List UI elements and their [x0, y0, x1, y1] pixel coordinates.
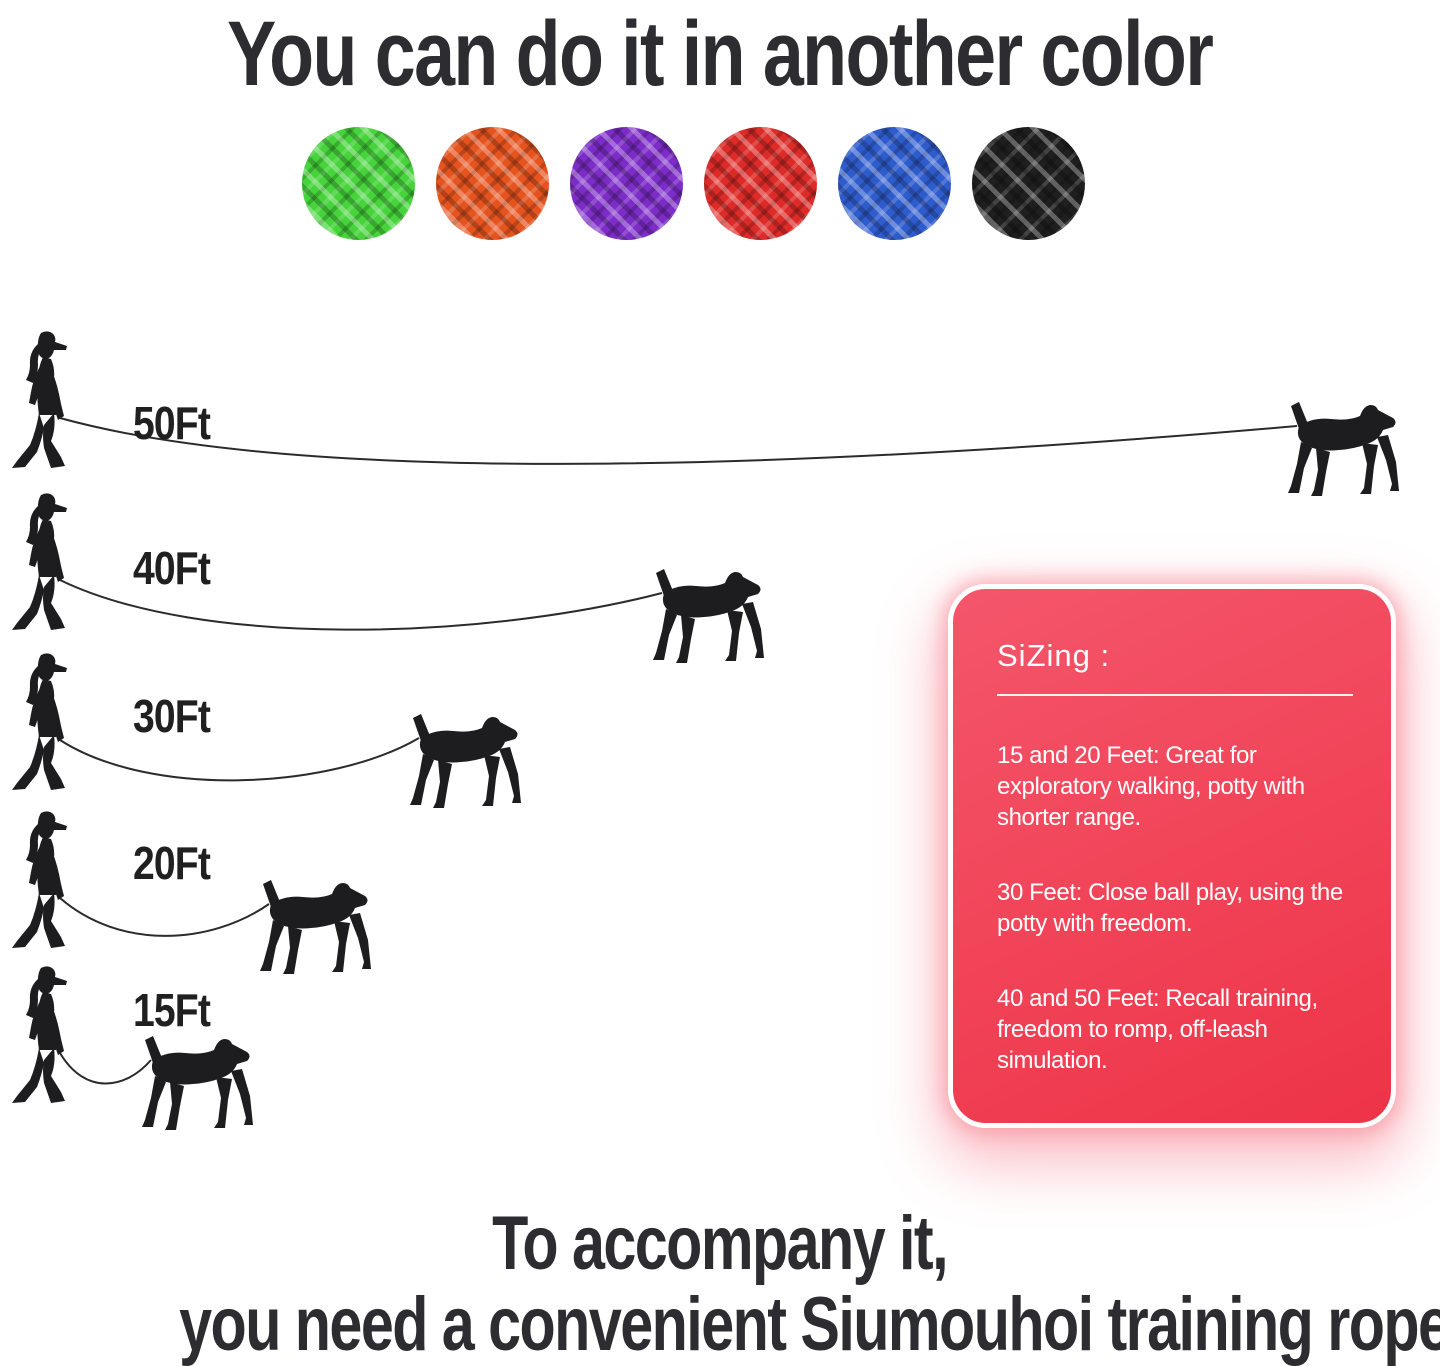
- dog-icon: [1288, 402, 1399, 496]
- sizing-card-heading: SiZing :: [997, 638, 1111, 673]
- person-icon: [12, 331, 67, 468]
- length-label-text: 30Ft: [133, 690, 211, 742]
- sizing-paragraph-15-20ft: 15 and 20 Feet: Great for exploratory wa…: [997, 742, 1305, 832]
- color-swatch-red: [703, 127, 817, 240]
- length-label-text: 15Ft: [133, 984, 211, 1036]
- page-title-text: You can do it in another color: [227, 3, 1214, 105]
- dog-icon: [142, 1036, 253, 1130]
- leash-line-30ft: [59, 737, 420, 782]
- color-swatch-blue: [837, 127, 951, 240]
- person-icon: [12, 493, 67, 630]
- length-label-50ft: 50Ft: [133, 400, 224, 446]
- footer-line-1-text: To accompany it,: [492, 1201, 949, 1286]
- sizing-card-divider: [997, 694, 1353, 697]
- color-swatch-green: [301, 127, 415, 240]
- length-label-text: 50Ft: [133, 397, 211, 449]
- length-label-15ft: 15Ft: [133, 987, 224, 1033]
- sizing-card: SiZing : 15 and 20 Feet: Great for explo…: [948, 584, 1396, 1128]
- color-swatch-orange: [435, 127, 549, 240]
- page-title: You can do it in another color: [0, 3, 1440, 105]
- sizing-paragraph-40-50ft: 40 and 50 Feet: Recall training, freedom…: [997, 985, 1318, 1075]
- length-label-text: 20Ft: [133, 837, 211, 889]
- leash-line-20ft: [59, 897, 270, 937]
- dog-icon: [260, 880, 371, 974]
- person-icon: [12, 653, 67, 790]
- footer-line-2-text: you need a convenient Siumouhoi training…: [179, 1281, 1440, 1366]
- dog-icon: [410, 714, 521, 808]
- color-swatch-row: [0, 127, 1413, 240]
- sizing-paragraph-30ft: 30 Feet: Close ball play, using the pott…: [997, 879, 1343, 938]
- length-label-30ft: 30Ft: [133, 693, 224, 739]
- leash-line-50ft: [59, 417, 1298, 465]
- length-label-20ft: 20Ft: [133, 840, 224, 886]
- footer-text: To accompany it, you need a convenient S…: [0, 1201, 1440, 1366]
- color-swatch-purple: [569, 127, 683, 240]
- length-label-text: 40Ft: [133, 542, 211, 594]
- footer-line-1: To accompany it,: [0, 1201, 1440, 1286]
- leash-line-15ft: [59, 1052, 152, 1085]
- length-label-40ft: 40Ft: [133, 545, 224, 591]
- person-icon: [12, 966, 67, 1103]
- color-swatch-black: [971, 127, 1085, 240]
- person-icon: [12, 811, 67, 948]
- dog-icon: [653, 569, 764, 663]
- footer-line-2: you need a convenient Siumouhoi training…: [0, 1281, 1440, 1366]
